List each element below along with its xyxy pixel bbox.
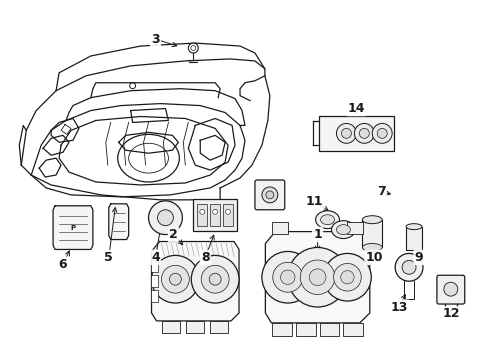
Circle shape [280,270,294,284]
Text: 5: 5 [104,251,113,264]
Circle shape [341,129,351,138]
Circle shape [157,210,173,226]
Circle shape [336,123,356,143]
Ellipse shape [331,221,355,239]
Circle shape [340,271,353,284]
Circle shape [300,260,334,294]
Bar [318,116,393,151]
Circle shape [287,247,346,307]
Bar [210,204,220,226]
Bar [346,222,363,234]
Circle shape [188,43,198,53]
Bar [343,323,363,336]
Circle shape [161,265,189,293]
Circle shape [359,129,368,138]
Bar [150,260,158,272]
Bar [295,323,315,336]
Ellipse shape [315,211,339,229]
Ellipse shape [405,224,421,230]
Circle shape [212,209,217,214]
Text: 3: 3 [151,33,160,46]
Text: 2: 2 [169,228,178,241]
Circle shape [308,269,325,285]
Text: 11: 11 [305,195,323,208]
Text: 1: 1 [313,228,321,241]
Bar [150,275,158,287]
Bar [271,323,291,336]
Text: 7: 7 [376,185,385,198]
Bar [186,321,204,333]
Bar [271,222,287,234]
Polygon shape [265,231,369,323]
Circle shape [148,201,182,235]
Circle shape [401,260,415,274]
Text: 13: 13 [389,301,407,314]
Circle shape [262,251,313,303]
Circle shape [169,273,181,285]
Circle shape [265,191,273,199]
Text: 8: 8 [201,251,209,264]
Circle shape [201,265,228,293]
Ellipse shape [362,216,382,224]
Bar [150,290,158,302]
Bar [210,321,227,333]
Bar [193,199,237,231]
Circle shape [371,123,391,143]
Bar [162,321,180,333]
Circle shape [209,273,221,285]
Circle shape [191,255,239,303]
Bar [223,204,233,226]
Polygon shape [53,206,93,249]
Circle shape [376,129,386,138]
Circle shape [443,282,457,296]
Text: 14: 14 [347,102,365,115]
Text: 9: 9 [414,251,423,264]
Polygon shape [151,242,239,321]
Bar [405,227,421,251]
Text: 10: 10 [365,251,382,264]
Bar [197,204,207,226]
FancyBboxPatch shape [254,180,284,210]
Bar [319,323,339,336]
Circle shape [354,123,373,143]
Circle shape [394,253,422,281]
Circle shape [333,264,361,291]
Ellipse shape [320,215,334,225]
Circle shape [262,187,277,203]
Text: 12: 12 [441,307,459,320]
Circle shape [151,255,199,303]
Circle shape [225,209,230,214]
Text: 4: 4 [151,251,160,264]
Ellipse shape [362,243,382,251]
Ellipse shape [336,225,350,235]
Circle shape [199,209,204,214]
Bar [362,220,382,247]
Text: P: P [70,225,75,231]
FancyBboxPatch shape [436,275,464,304]
Circle shape [272,262,302,292]
Text: 6: 6 [59,258,67,271]
Polygon shape [108,204,128,239]
Circle shape [323,253,370,301]
